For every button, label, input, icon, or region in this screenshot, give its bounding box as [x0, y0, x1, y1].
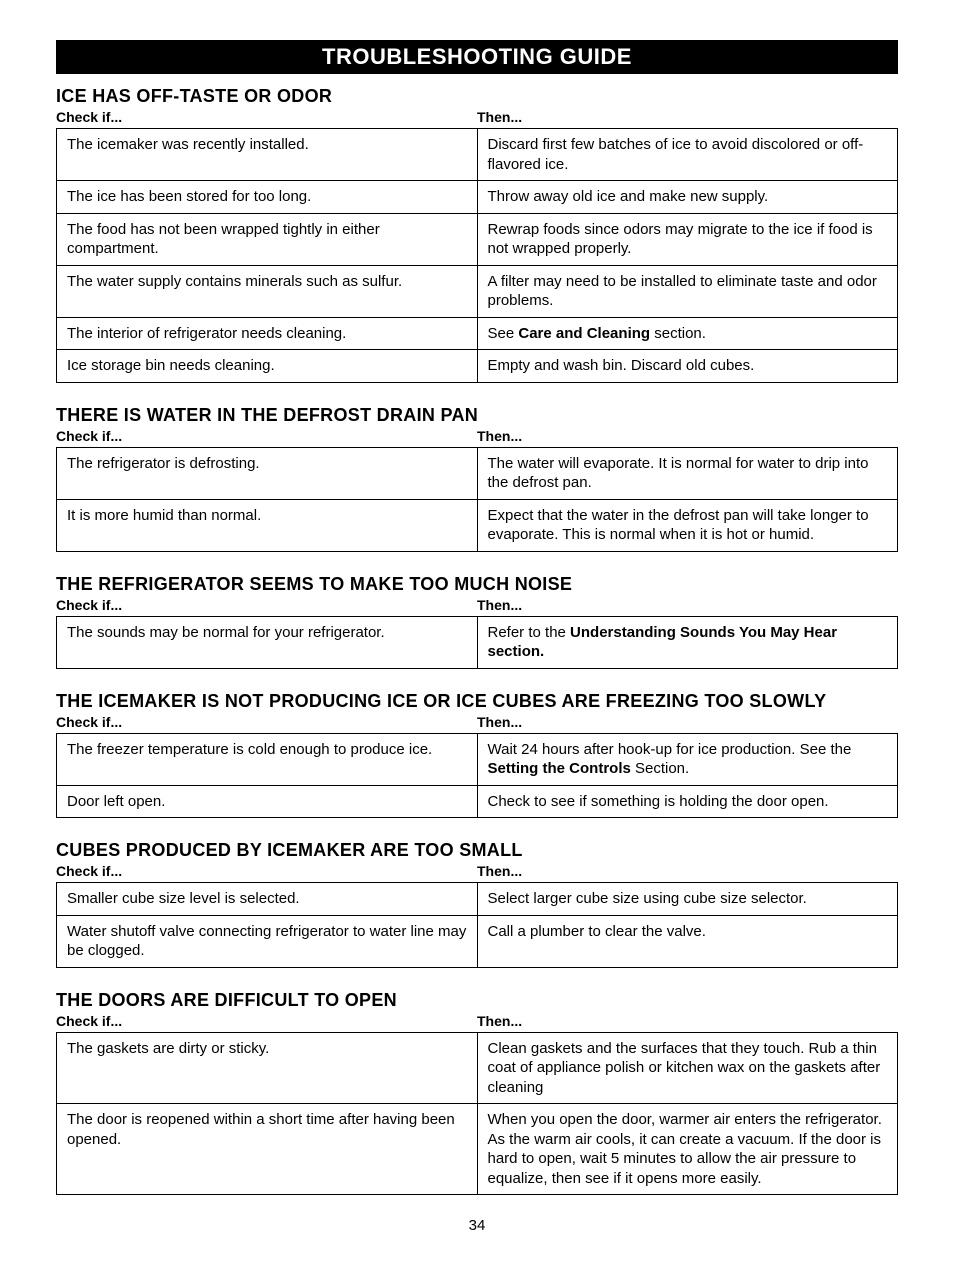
troubleshoot-section: THE ICEMAKER IS NOT PRODUCING ICE OR ICE…: [56, 691, 898, 819]
check-cell: Smaller cube size level is selected.: [57, 883, 478, 916]
column-headers: Check if...Then...: [56, 109, 898, 125]
check-cell: The refrigerator is defrosting.: [57, 447, 478, 499]
troubleshoot-section: CUBES PRODUCED BY ICEMAKER ARE TOO SMALL…: [56, 840, 898, 968]
troubleshoot-section: THE REFRIGERATOR SEEMS TO MAKE TOO MUCH …: [56, 574, 898, 669]
then-header: Then...: [477, 1013, 898, 1029]
then-cell: See Care and Cleaning section.: [477, 317, 898, 350]
table-row: Smaller cube size level is selected.Sele…: [57, 883, 898, 916]
table-row: The water supply contains minerals such …: [57, 265, 898, 317]
table-row: The interior of refrigerator needs clean…: [57, 317, 898, 350]
check-if-header: Check if...: [56, 428, 477, 444]
check-cell: The ice has been stored for too long.: [57, 181, 478, 214]
troubleshoot-section: THE DOORS ARE DIFFICULT TO OPEN Check if.…: [56, 990, 898, 1196]
table-row: The door is reopened within a short time…: [57, 1104, 898, 1195]
table-row: Water shutoff valve connecting refrigera…: [57, 915, 898, 967]
check-cell: Door left open.: [57, 785, 478, 818]
troubleshoot-table: The refrigerator is defrosting.The water…: [56, 447, 898, 552]
column-headers: Check if...Then...: [56, 597, 898, 613]
then-header: Then...: [477, 428, 898, 444]
troubleshoot-table: The freezer temperature is cold enough t…: [56, 733, 898, 819]
check-cell: The door is reopened within a short time…: [57, 1104, 478, 1195]
check-cell: The icemaker was recently installed.: [57, 129, 478, 181]
then-cell: A filter may need to be installed to eli…: [477, 265, 898, 317]
then-cell: The water will evaporate. It is normal f…: [477, 447, 898, 499]
column-headers: Check if...Then...: [56, 714, 898, 730]
table-row: It is more humid than normal.Expect that…: [57, 499, 898, 551]
then-cell: Rewrap foods since odors may migrate to …: [477, 213, 898, 265]
then-cell: Throw away old ice and make new supply.: [477, 181, 898, 214]
bold-text: Setting the Controls: [488, 760, 631, 777]
check-cell: The freezer temperature is cold enough t…: [57, 733, 478, 785]
table-row: The sounds may be normal for your refrig…: [57, 616, 898, 668]
check-if-header: Check if...: [56, 1013, 477, 1029]
section-title: ICE HAS OFF-TASTE OR ODOR: [56, 86, 898, 107]
troubleshoot-section: ICE HAS OFF-TASTE OR ODOR Check if...Then…: [56, 86, 898, 383]
check-cell: Water shutoff valve connecting refrigera…: [57, 915, 478, 967]
bold-text: Understanding Sounds You May Hear sectio…: [488, 624, 838, 661]
troubleshoot-table: Smaller cube size level is selected.Sele…: [56, 882, 898, 968]
check-cell: The water supply contains minerals such …: [57, 265, 478, 317]
check-if-header: Check if...: [56, 863, 477, 879]
table-row: The refrigerator is defrosting.The water…: [57, 447, 898, 499]
check-cell: The interior of refrigerator needs clean…: [57, 317, 478, 350]
then-cell: Expect that the water in the defrost pan…: [477, 499, 898, 551]
check-if-header: Check if...: [56, 109, 477, 125]
bold-text: Care and Cleaning: [518, 325, 650, 342]
section-title: THE REFRIGERATOR SEEMS TO MAKE TOO MUCH …: [56, 574, 898, 595]
then-header: Then...: [477, 714, 898, 730]
check-cell: The food has not been wrapped tightly in…: [57, 213, 478, 265]
then-header: Then...: [477, 863, 898, 879]
then-cell: When you open the door, warmer air enter…: [477, 1104, 898, 1195]
section-title: THERE IS WATER IN THE DEFROST DRAIN PAN: [56, 405, 898, 426]
then-cell: Check to see if something is holding the…: [477, 785, 898, 818]
table-row: The food has not been wrapped tightly in…: [57, 213, 898, 265]
troubleshoot-table: The sounds may be normal for your refrig…: [56, 616, 898, 669]
check-cell: The gaskets are dirty or sticky.: [57, 1032, 478, 1104]
then-header: Then...: [477, 597, 898, 613]
then-header: Then...: [477, 109, 898, 125]
table-row: The icemaker was recently installed.Disc…: [57, 129, 898, 181]
table-row: Door left open.Check to see if something…: [57, 785, 898, 818]
table-row: Ice storage bin needs cleaning.Empty and…: [57, 350, 898, 383]
section-title: CUBES PRODUCED BY ICEMAKER ARE TOO SMALL: [56, 840, 898, 861]
section-title: THE ICEMAKER IS NOT PRODUCING ICE OR ICE…: [56, 691, 898, 712]
check-if-header: Check if...: [56, 714, 477, 730]
troubleshoot-table: The gaskets are dirty or sticky.Clean ga…: [56, 1032, 898, 1196]
then-cell: Call a plumber to clear the valve.: [477, 915, 898, 967]
table-row: The ice has been stored for too long.Thr…: [57, 181, 898, 214]
table-row: The gaskets are dirty or sticky.Clean ga…: [57, 1032, 898, 1104]
column-headers: Check if...Then...: [56, 1013, 898, 1029]
check-cell: The sounds may be normal for your refrig…: [57, 616, 478, 668]
then-cell: Empty and wash bin. Discard old cubes.: [477, 350, 898, 383]
then-cell: Refer to the Understanding Sounds You Ma…: [477, 616, 898, 668]
then-cell: Clean gaskets and the surfaces that they…: [477, 1032, 898, 1104]
page-number: 34: [56, 1217, 898, 1234]
then-cell: Discard first few batches of ice to avoi…: [477, 129, 898, 181]
page-banner: TROUBLESHOOTING GUIDE: [56, 40, 898, 74]
check-cell: It is more humid than normal.: [57, 499, 478, 551]
then-cell: Select larger cube size using cube size …: [477, 883, 898, 916]
check-cell: Ice storage bin needs cleaning.: [57, 350, 478, 383]
column-headers: Check if...Then...: [56, 863, 898, 879]
column-headers: Check if...Then...: [56, 428, 898, 444]
check-if-header: Check if...: [56, 597, 477, 613]
troubleshoot-section: THERE IS WATER IN THE DEFROST DRAIN PAN C…: [56, 405, 898, 552]
table-row: The freezer temperature is cold enough t…: [57, 733, 898, 785]
section-title: THE DOORS ARE DIFFICULT TO OPEN: [56, 990, 898, 1011]
troubleshoot-table: The icemaker was recently installed.Disc…: [56, 128, 898, 383]
then-cell: Wait 24 hours after hook-up for ice prod…: [477, 733, 898, 785]
sections-container: ICE HAS OFF-TASTE OR ODORCheck if...Then…: [56, 86, 898, 1195]
